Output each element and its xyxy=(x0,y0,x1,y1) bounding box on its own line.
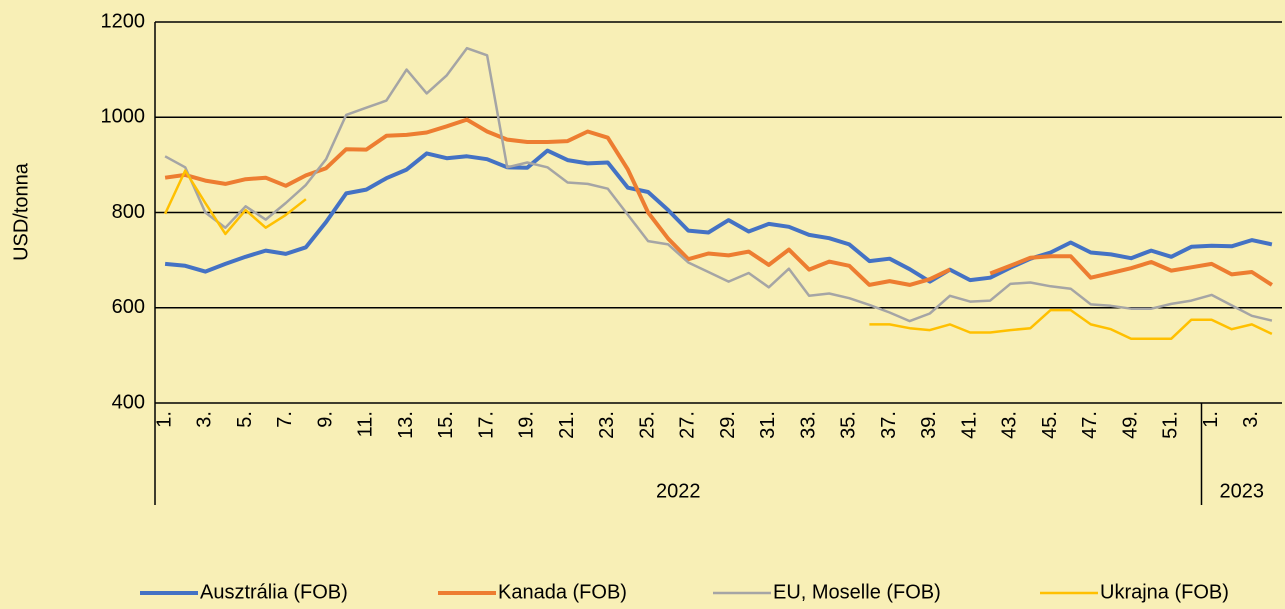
x-tick-label: 1. xyxy=(1200,411,1222,428)
legend-label: Ukrajna (FOB) xyxy=(1100,581,1229,603)
x-tick-label: 41. xyxy=(958,411,980,439)
y-tick-label: 1000 xyxy=(101,106,146,128)
x-tick-label: 43. xyxy=(999,411,1021,439)
x-tick-label: 31. xyxy=(757,411,779,439)
x-tick-label: 15. xyxy=(435,411,457,439)
series-line xyxy=(164,117,1273,287)
series-line xyxy=(164,148,1273,284)
series-line xyxy=(164,46,1273,323)
x-tick-label: 17. xyxy=(475,411,497,439)
x-tick-label: 35. xyxy=(838,411,860,439)
x-tick-label: 37. xyxy=(878,411,900,439)
x-tick-label: 47. xyxy=(1079,411,1101,439)
x-tick-label: 39. xyxy=(918,411,940,439)
x-tick-label: 29. xyxy=(717,411,739,439)
y-tick-label: 1200 xyxy=(101,10,146,32)
legend-label: EU, Moselle (FOB) xyxy=(773,581,941,603)
x-tick-label: 11. xyxy=(355,411,377,437)
x-tick-label: 1. xyxy=(153,411,175,428)
x-tick-label: 23. xyxy=(596,411,618,439)
y-tick-label: 400 xyxy=(112,391,145,413)
x-tick-label: 33. xyxy=(797,411,819,439)
legend-label: Ausztrália (FOB) xyxy=(200,581,348,603)
group-label: 2022 xyxy=(656,480,701,502)
x-tick-label: 51. xyxy=(1160,411,1182,439)
x-tick-label: 21. xyxy=(556,411,578,439)
x-tick-label: 5. xyxy=(234,411,256,428)
legend-label: Kanada (FOB) xyxy=(498,581,627,603)
x-tick-label: 3. xyxy=(194,411,216,428)
group-label: 2023 xyxy=(1220,480,1265,502)
x-tick-label: 13. xyxy=(395,411,417,439)
y-axis-label: USD/tonna xyxy=(10,162,32,261)
x-tick-label: 45. xyxy=(1039,411,1061,439)
x-tick-label: 19. xyxy=(516,411,538,439)
x-tick-label: 25. xyxy=(636,411,658,439)
x-tick-label: 9. xyxy=(314,411,336,428)
x-tick-label: 3. xyxy=(1240,411,1262,428)
y-tick-label: 800 xyxy=(112,201,145,223)
series-line xyxy=(163,169,1273,340)
x-tick-label: 49. xyxy=(1119,411,1141,439)
y-tick-label: 600 xyxy=(112,296,145,318)
x-tick-label: 7. xyxy=(274,411,296,428)
x-tick-label: 27. xyxy=(677,411,699,439)
